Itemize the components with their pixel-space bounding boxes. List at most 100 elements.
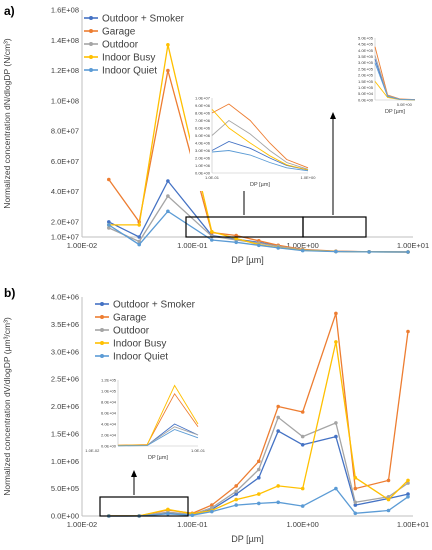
panel-b-data-point (386, 497, 391, 502)
panel-b-data-point (210, 509, 214, 514)
panel-b-data-point (234, 503, 238, 507)
panel-b-inset-y-tick-label: 4.0E+04 (101, 421, 117, 426)
panel-a-inset-2-series-line (374, 62, 416, 101)
panel-b-data-point (406, 492, 410, 496)
panel-a-y-tick-label: 6.0E+07 (51, 157, 79, 166)
panel-b-data-point (406, 478, 410, 483)
panel-a-inset-1-series-line (211, 150, 309, 172)
panel-b-legend-marker (100, 302, 104, 306)
panel-b-data-point (406, 481, 410, 485)
panel-a-inset-2-y-tick-label: 5.0E+04 (358, 91, 374, 96)
panel-b-y-tick-label: 2.0E+06 (51, 402, 79, 411)
panel-b-inset-x-tick-label: 1.0E-02 (85, 448, 100, 453)
panel-b-data-point (257, 459, 261, 464)
panel-a-y-tick-label: 2.0E+07 (51, 217, 79, 226)
panel-a-inset-1-y-tick-label: 7.0E+06 (195, 118, 211, 123)
panel-b-data-point (406, 329, 410, 334)
panel-a-data-point (234, 233, 238, 238)
panel-a-data-point (234, 240, 238, 245)
panel-b-legend-label: Indoor Quiet (113, 352, 168, 363)
panel-b-data-point (257, 475, 261, 480)
panel-a-legend-label: Outdoor + Smoker (102, 14, 185, 25)
panel-a-inset-1-background (190, 94, 312, 191)
panel-a-x-tick-label: 1.00E-01 (177, 241, 207, 250)
panel-b-y-tick-label: 0.0E+00 (51, 512, 79, 521)
panel-b-data-point (334, 340, 338, 344)
panel-b-legend-marker (100, 354, 104, 358)
panel-a-inset-1-y-tick-label: 1.0E+06 (195, 163, 211, 168)
panel-a-inset-1-y-tick-label: 3.0E+06 (195, 148, 211, 153)
panel-b-data-point (234, 484, 238, 488)
panel-b-data-point (386, 495, 391, 499)
panel-a-legend-label: Indoor Quiet (102, 66, 157, 77)
panel-b-data-point (353, 511, 358, 516)
panel-a-inset-2-y-tick-label: 3.5E+05 (358, 54, 374, 59)
panel-a-inset-2-y-tick-label: 1.0E+05 (358, 85, 374, 90)
panel-a-inset-2-y-tick-label: 2.5E+05 (358, 66, 374, 71)
panel-a-inset-2-y-tick-label: 4.5E+05 (358, 42, 374, 47)
panel-a-inset-1-y-tick-label: 6.0E+06 (195, 125, 211, 130)
panel-b-data-point (276, 429, 281, 433)
panel-a-data-point (166, 209, 170, 214)
panel-b-data-point (257, 492, 261, 496)
panel-b-data-point (334, 486, 338, 491)
panel-a-legend-marker (89, 42, 93, 46)
panel-a-data-point (210, 238, 214, 242)
panel-a-zoom-arrowhead (330, 112, 336, 119)
panel-a-y-tick-label: 1.2E+08 (51, 66, 79, 75)
panel-b-inset-y-tick-label: 8.0E+04 (101, 399, 117, 404)
panel-a-inset-2-x-tick-label: 5.0E+00 (397, 102, 413, 107)
panel-a-inset-1-series-line (211, 108, 309, 171)
panel-b-x-axis-label: DP [µm] (231, 534, 264, 544)
panel-a-inset-2-x-axis-label: DP [µm] (385, 109, 405, 115)
panel-b-data-point (166, 512, 170, 516)
panel-a-y-tick-label: 1.4E+08 (51, 36, 79, 45)
panel-a-data-point (137, 242, 141, 247)
panel-a-data-point (166, 68, 170, 73)
panel-b-data-point (386, 508, 391, 513)
panel-a-inset-1-x-axis-label: DP [µm] (250, 182, 270, 188)
panel-a-y-tick-label: 1.6E+08 (51, 6, 79, 15)
panel-b-data-point (257, 467, 261, 472)
panel-b-data-point (353, 503, 358, 507)
panel-a-y-tick-label: 4.0E+07 (51, 187, 79, 196)
panel-b-legend-marker (100, 328, 104, 332)
panel-b-data-point (257, 501, 261, 506)
panel-b-data-point (300, 434, 305, 439)
panel-a-inset-1-y-tick-label: 8.0E+06 (195, 110, 211, 115)
panel-a-inset-1-y-tick-label: 2.0E+06 (195, 155, 211, 160)
panel-a-data-point (210, 229, 214, 234)
panel-a-data-point (334, 249, 338, 254)
panel-a-inset-2-y-tick-label: 5.0E+05 (358, 35, 374, 40)
panel-a-data-point (166, 179, 170, 183)
panel-a-inset-2-y-tick-label: 3.0E+05 (358, 60, 374, 65)
panel-a-y-tick-label: 1.0E+07 (51, 233, 79, 242)
panel-b-data-point (276, 415, 281, 420)
panel-b-data-point (210, 506, 214, 510)
panel-b-inset-y-tick-label: 1.0E+05 (101, 388, 117, 393)
panel-a-y-axis-label: Normalized concentration dN/dlogDP (N/cm… (2, 38, 12, 209)
panel-b-inset-background (96, 376, 202, 464)
panel-b-y-tick-label: 1.0E+06 (51, 457, 79, 466)
panel-b-y-tick-label: 5.0E+05 (51, 484, 79, 493)
panel-a-legend-marker (89, 29, 93, 33)
panel-a-inset-1-series-line (211, 103, 309, 169)
panel-b-inset-y-tick-label: 0.0E+00 (101, 443, 117, 448)
panel-b-y-tick-label: 1.5E+06 (51, 429, 79, 438)
panel-b-data-point (334, 311, 338, 316)
panel-label-a: a) (4, 4, 15, 18)
panel-a-inset-2-y-tick-label: 0.0E+00 (358, 97, 374, 102)
panel-b-data-point (353, 500, 358, 505)
panel-a-inset-1-x-tick-label: 1.0E+00 (300, 175, 316, 180)
panel-a-data-point (137, 239, 141, 244)
panel-a-x-axis-label: DP [µm] (231, 255, 264, 265)
panel-a-inset-1-series-line (211, 141, 309, 171)
panel-a-inset-1-y-tick-label: 1.0E+07 (195, 95, 211, 100)
panel-a-data-point (166, 43, 170, 47)
panel-a-data-point (234, 236, 238, 241)
panel-a-legend-marker (89, 16, 93, 20)
panel-b-inset-x-tick-label: 1.0E-01 (191, 448, 206, 453)
panel-a-data-point (406, 250, 410, 254)
panel-b-legend-label: Garage (113, 313, 147, 324)
